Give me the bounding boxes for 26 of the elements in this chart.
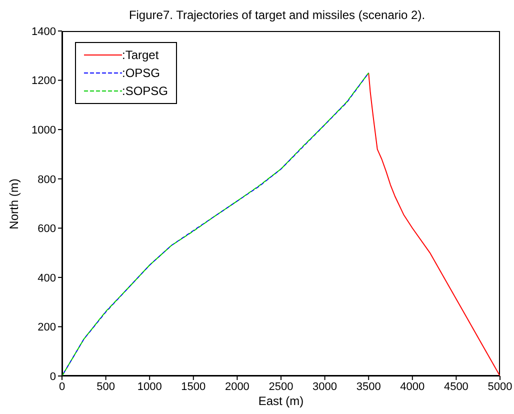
x-axis-title: East (m) (257, 394, 305, 408)
x-tick-label: 3000 (312, 380, 338, 393)
x-tick-label: 4500 (444, 380, 468, 393)
x-tick-label: 2000 (224, 380, 250, 393)
y-tick-label: 200 (38, 322, 56, 334)
x-tick-label: 1500 (181, 380, 206, 393)
x-tick-label: 4000 (400, 380, 425, 393)
legend-label: :SOPSG (122, 84, 168, 98)
x-tick-label: 3500 (356, 380, 381, 393)
y-tick-label: 1000 (32, 124, 56, 136)
y-tick-label: 800 (38, 174, 56, 186)
y-tick-label: 1200 (32, 75, 56, 88)
y-tick-label: 0 (50, 370, 56, 383)
x-tick-label: 500 (96, 380, 115, 393)
y-tick-label: 1400 (32, 26, 56, 38)
y-tick-label: 600 (38, 223, 56, 236)
y-axis-title: North (m) (7, 178, 21, 230)
x-tick-label: 1000 (137, 380, 162, 393)
chart-title: Figure7. Trajectories of target and missiles (scenario 2). (128, 8, 426, 22)
x-tick-label: 0 (58, 380, 66, 393)
legend-label: :Target (122, 48, 159, 62)
legend-label: :OPSG (122, 66, 160, 80)
x-tick-label: 5000 (488, 380, 512, 393)
x-tick-label: 2500 (268, 380, 294, 393)
line-series (368, 72, 500, 376)
y-tick-label: 400 (38, 272, 56, 284)
